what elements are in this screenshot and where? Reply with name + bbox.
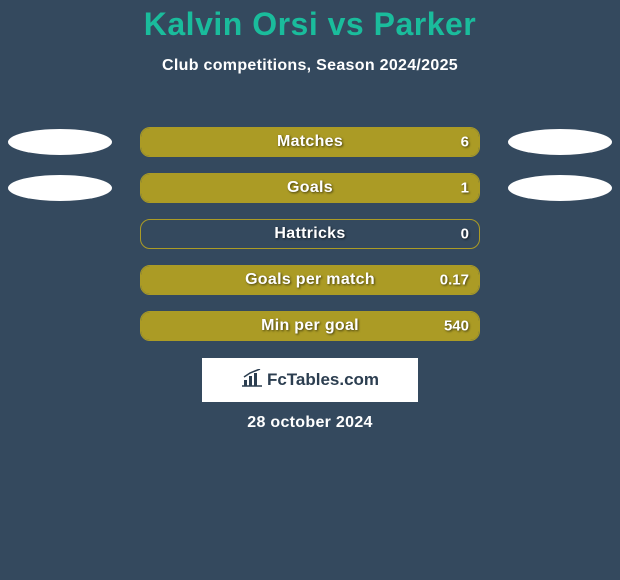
stat-bar: Goals 1 [140,173,480,203]
stat-label: Hattricks [274,225,345,243]
logo: FcTables.com [241,369,379,392]
stat-bar: Matches 6 [140,127,480,157]
stat-value: 6 [461,134,469,151]
stat-row: Matches 6 [0,119,620,165]
stat-row: Goals 1 [0,165,620,211]
stat-value: 1 [461,180,469,197]
stat-bar: Goals per match 0.17 [140,265,480,295]
comparison-card: Kalvin Orsi vs Parker Club competitions,… [0,6,620,580]
stat-row: Hattricks 0 [0,211,620,257]
player-right-ellipse [508,129,612,155]
player-left-ellipse [8,129,112,155]
stat-label: Matches [277,133,343,151]
stat-row: Goals per match 0.17 [0,257,620,303]
stat-value: 0 [461,226,469,243]
subtitle: Club competitions, Season 2024/2025 [0,57,620,75]
stat-label: Min per goal [261,317,359,335]
logo-box: FcTables.com [202,358,418,402]
date-label: 28 october 2024 [0,414,620,432]
logo-text: FcTables.com [267,370,379,390]
stat-bar: Min per goal 540 [140,311,480,341]
stat-value: 540 [444,318,469,335]
stat-rows: Matches 6 Goals 1 Hattricks 0 Goals per match 0… [0,119,620,349]
bar-chart-icon [241,369,263,392]
player-right-ellipse [508,175,612,201]
page-title: Kalvin Orsi vs Parker [0,6,620,43]
stat-value: 0.17 [440,272,469,289]
stat-label: Goals per match [245,271,375,289]
stat-label: Goals [287,179,333,197]
stat-bar: Hattricks 0 [140,219,480,249]
player-left-ellipse [8,175,112,201]
stat-row: Min per goal 540 [0,303,620,349]
